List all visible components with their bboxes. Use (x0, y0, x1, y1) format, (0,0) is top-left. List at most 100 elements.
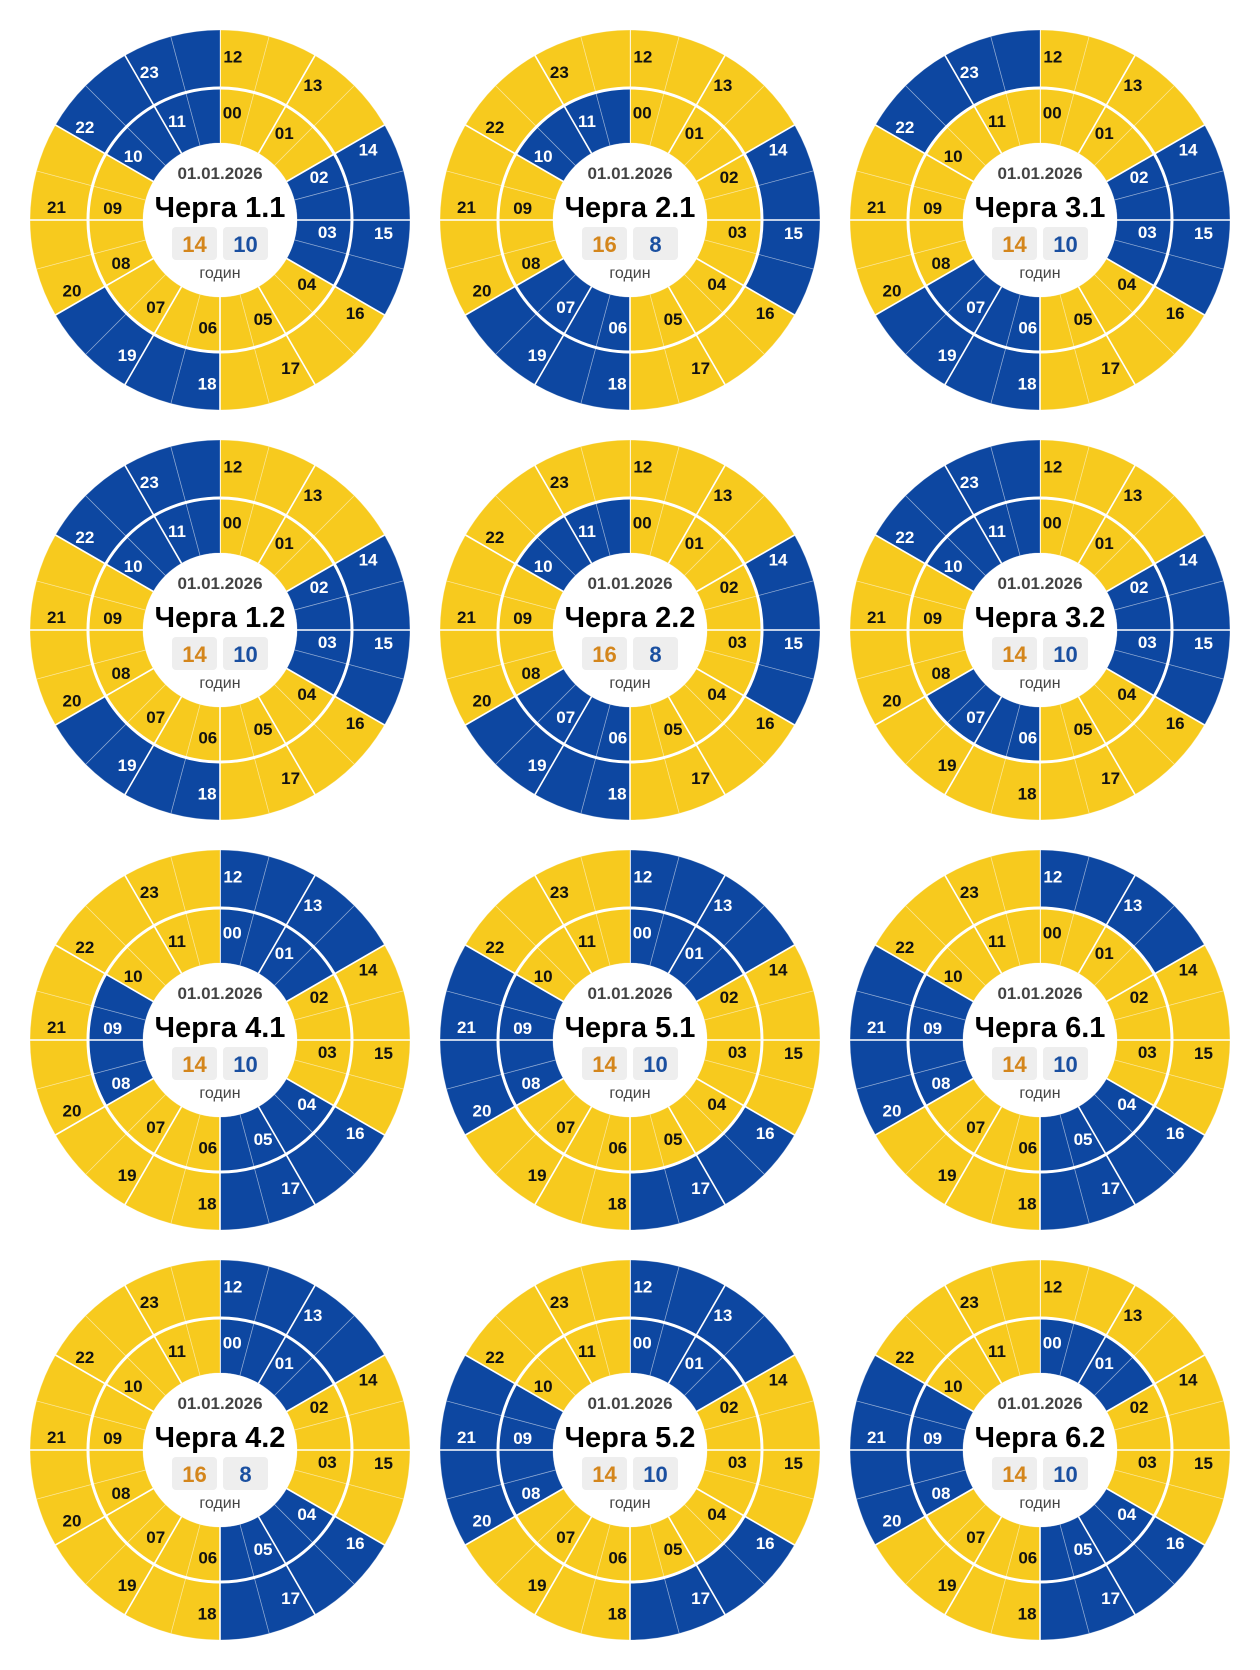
hour-label: 22 (895, 118, 914, 137)
hour-label: 07 (146, 298, 165, 317)
hour-divider (1105, 875, 1136, 927)
hour-divider (1077, 515, 1107, 564)
hour-divider (286, 563, 335, 593)
power-hours-count: 16 (182, 1462, 206, 1487)
hour-label: 17 (691, 769, 710, 788)
hour-label: 01 (275, 534, 294, 553)
power-hours-badge (172, 1457, 217, 1490)
hour-divider (55, 944, 107, 975)
hour-divider (944, 1563, 975, 1615)
hour-label: 11 (988, 112, 1006, 131)
hour-divider (695, 1153, 726, 1205)
hour-label: 13 (713, 896, 732, 915)
hour-divider (875, 695, 927, 726)
hour-label: 01 (275, 944, 294, 963)
queue-chart: 00 01 02 03 04 05 06 07 08 09 10 11 12 13 14 15 16 17 18 19… (29, 439, 411, 821)
hour-label: 15 (784, 224, 803, 243)
hour-divider (1105, 465, 1136, 517)
hour-label: 07 (146, 1118, 165, 1137)
hour-label: 19 (938, 1166, 957, 1185)
hour-label: 18 (1018, 1604, 1037, 1623)
hour-divider (1153, 695, 1205, 726)
outage-hours-count: 10 (643, 1462, 667, 1487)
hour-divider (696, 667, 745, 697)
hour-divider (124, 1153, 155, 1205)
hour-divider (257, 515, 287, 564)
outage-hours-badge (223, 1047, 268, 1080)
hour-label: 20 (63, 692, 82, 711)
ring-separator (86, 906, 354, 1174)
hour-divider (153, 696, 183, 745)
power-hours-count: 14 (182, 642, 207, 667)
hour-divider (695, 1285, 726, 1337)
hour-label: 12 (633, 868, 652, 887)
power-hours-count: 14 (182, 1052, 207, 1077)
hour-label: 02 (310, 988, 329, 1007)
hour-divider (925, 1077, 974, 1107)
hour-label: 09 (923, 1019, 942, 1038)
hour-label: 15 (374, 1454, 393, 1473)
hour-divider (875, 1354, 927, 1385)
hour-label: 19 (528, 1576, 547, 1595)
hour-label: 16 (1166, 714, 1185, 733)
hour-label: 10 (534, 557, 553, 576)
hour-label: 17 (1101, 359, 1120, 378)
hour-label: 03 (728, 223, 747, 242)
hour-divider (1153, 944, 1205, 975)
hour-label: 14 (359, 550, 378, 569)
hour-label: 09 (513, 199, 532, 218)
chart-date: 01.01.2026 (997, 984, 1082, 1003)
hour-divider (465, 1354, 517, 1385)
hour-divider (667, 1516, 697, 1565)
hour-label: 06 (198, 1138, 217, 1157)
hour-label: 16 (756, 1534, 775, 1553)
outage-hours-count: 8 (649, 232, 661, 257)
hour-label: 05 (254, 1540, 273, 1559)
hour-label: 15 (1194, 1454, 1213, 1473)
hour-label: 09 (513, 1019, 532, 1038)
ring-separator (496, 906, 764, 1174)
hours-unit-label: годин (609, 265, 650, 282)
hour-divider (515, 1487, 564, 1517)
hour-divider (534, 1563, 565, 1615)
hour-divider (465, 534, 517, 565)
power-hours-count: 14 (592, 1462, 617, 1487)
hour-divider (153, 105, 183, 154)
hour-label: 18 (1018, 374, 1037, 393)
hour-divider (55, 124, 107, 155)
hour-divider (534, 333, 565, 385)
hour-label: 11 (168, 522, 186, 541)
hour-label: 12 (1043, 1278, 1062, 1297)
hour-label: 03 (728, 1453, 747, 1472)
hour-label: 09 (513, 609, 532, 628)
hour-label: 05 (254, 310, 273, 329)
hour-divider (743, 944, 795, 975)
hour-divider (925, 563, 974, 593)
queue-title: Черга 1.2 (155, 602, 286, 634)
hour-label: 04 (707, 1095, 726, 1114)
hour-divider (257, 1335, 287, 1384)
hour-label: 21 (867, 198, 886, 217)
hour-divider (1153, 534, 1205, 565)
hour-divider (695, 875, 726, 927)
hour-divider (875, 285, 927, 316)
hour-divider (515, 1077, 564, 1107)
hour-label: 03 (318, 223, 337, 242)
hour-divider (696, 563, 745, 593)
hour-divider (667, 105, 697, 154)
hour-label: 18 (198, 1604, 217, 1623)
hour-divider (667, 286, 697, 335)
hour-divider (286, 257, 335, 287)
hour-divider (285, 333, 316, 385)
hour-label: 08 (931, 1074, 950, 1093)
hour-label: 08 (521, 1484, 540, 1503)
hour-divider (124, 1285, 155, 1337)
hour-divider (944, 743, 975, 795)
hour-label: 13 (713, 76, 732, 95)
queue-chart: 00 01 02 03 04 05 06 07 08 09 10 11 12 13 14 15 16 17 18 19… (849, 439, 1231, 821)
hour-divider (695, 55, 726, 107)
chart-date: 01.01.2026 (587, 164, 672, 183)
hour-label: 07 (146, 708, 165, 727)
hour-divider (1105, 743, 1136, 795)
